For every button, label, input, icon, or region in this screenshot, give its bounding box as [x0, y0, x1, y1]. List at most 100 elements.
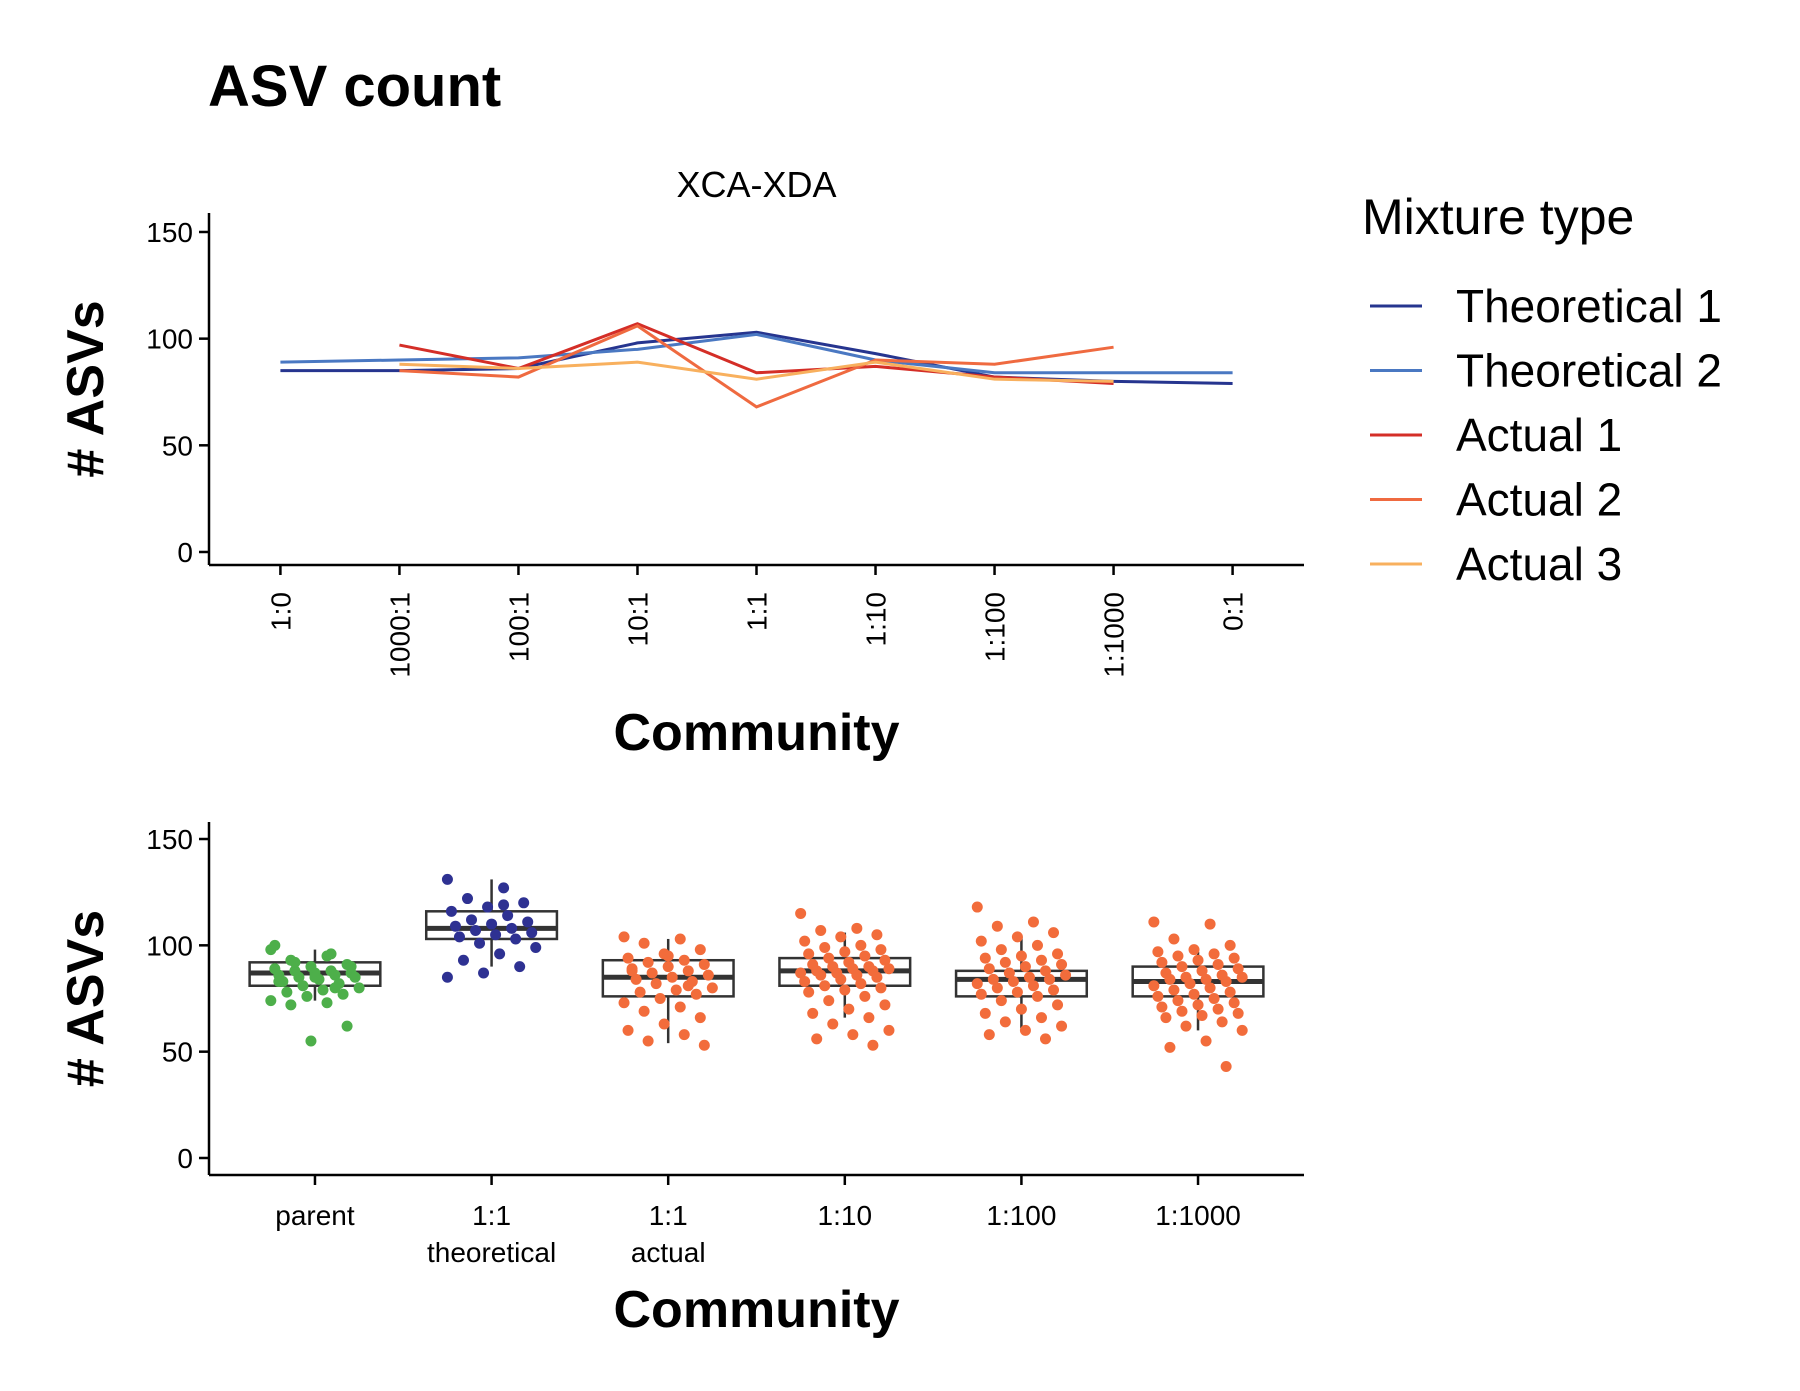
- jitter-point: [622, 1024, 634, 1036]
- jitter-point: [1172, 995, 1184, 1007]
- y-tick-label: 0: [177, 537, 193, 568]
- jitter-point: [658, 1018, 670, 1030]
- jitter-point: [1192, 954, 1204, 966]
- jitter-point: [1228, 997, 1240, 1009]
- jitter-point: [815, 969, 827, 981]
- jitter-point: [490, 929, 502, 941]
- jitter-point: [441, 873, 453, 885]
- jitter-point: [1027, 980, 1039, 992]
- jitter-point: [1200, 973, 1212, 985]
- jitter-point: [875, 944, 887, 956]
- jitter-point: [642, 1035, 654, 1047]
- jitter-point: [682, 980, 694, 992]
- jitter-point: [1168, 933, 1180, 945]
- jitter-point: [674, 1001, 686, 1013]
- jitter-point: [1056, 1020, 1068, 1032]
- x-tick-label: 1000:1: [384, 592, 415, 678]
- jitter-point: [971, 978, 983, 990]
- jitter-point: [449, 920, 461, 932]
- jitter-point: [843, 1003, 855, 1015]
- x-tick-label: 1:1: [649, 1200, 688, 1231]
- jitter-point: [875, 982, 887, 994]
- jitter-point: [1060, 969, 1072, 981]
- jitter-point: [1007, 975, 1019, 987]
- x-tick-label: 1:100: [980, 592, 1011, 662]
- legend-label: Theoretical 2: [1456, 345, 1722, 397]
- jitter-point: [265, 995, 277, 1007]
- jitter-point: [1148, 916, 1160, 928]
- jitter-point: [1027, 916, 1039, 928]
- jitter-point: [341, 1020, 353, 1032]
- jitter-point: [666, 971, 678, 983]
- jitter-point: [799, 975, 811, 987]
- jitter-point: [999, 1016, 1011, 1028]
- jitter-point: [1200, 1035, 1212, 1047]
- jitter-point: [1224, 939, 1236, 951]
- figure-title: ASV count: [208, 54, 501, 119]
- jitter-point: [1220, 975, 1232, 987]
- jitter-point: [486, 918, 498, 930]
- jitter-point: [995, 995, 1007, 1007]
- jitter-point: [803, 948, 815, 960]
- jitter-point: [321, 997, 333, 1009]
- jitter-point: [698, 958, 710, 970]
- series-line: [399, 360, 1114, 383]
- jitter-point: [847, 1029, 859, 1041]
- jitter-point: [1156, 1001, 1168, 1013]
- x-tick-label: 1:1: [472, 1200, 511, 1231]
- jitter-point: [871, 929, 883, 941]
- jitter-point: [803, 986, 815, 998]
- jitter-point: [975, 935, 987, 947]
- jitter-point: [1228, 952, 1240, 964]
- jitter-point: [1184, 978, 1196, 990]
- jitter-point: [502, 910, 514, 922]
- jitter-point: [855, 978, 867, 990]
- jitter-point: [510, 933, 522, 945]
- jitter-point: [498, 882, 510, 894]
- jitter-point: [1011, 931, 1023, 943]
- jitter-point: [461, 893, 473, 905]
- jitter-point: [305, 1035, 317, 1047]
- x-axis-title: Community: [614, 1281, 900, 1339]
- x-tick-label: 1:1: [742, 592, 773, 631]
- y-tick-label: 50: [162, 1037, 193, 1068]
- jitter-point: [453, 931, 465, 943]
- y-tick-label: 100: [146, 930, 193, 961]
- jitter-point: [1204, 982, 1216, 994]
- jitter-point: [1052, 948, 1064, 960]
- jitter-point: [285, 999, 297, 1011]
- jitter-point: [799, 935, 811, 947]
- y-tick-label: 0: [177, 1143, 193, 1174]
- jitter-point: [694, 944, 706, 956]
- jitter-point: [337, 988, 349, 1000]
- jitter-point: [694, 1012, 706, 1024]
- jitter-point: [867, 1039, 879, 1051]
- jitter-point: [827, 1018, 839, 1030]
- jitter-point: [482, 901, 494, 913]
- jitter-point: [654, 993, 666, 1004]
- jitter-point: [618, 997, 630, 1009]
- jitter-point: [1148, 980, 1160, 992]
- jitter-point: [819, 941, 831, 953]
- jitter-point: [1172, 950, 1184, 962]
- jitter-point: [273, 975, 285, 987]
- jitter-point: [1196, 1010, 1208, 1022]
- x-tick-label: parent: [275, 1200, 355, 1231]
- jitter-point: [991, 982, 1003, 994]
- x-axis-title: Community: [614, 704, 900, 762]
- jitter-point: [879, 954, 891, 966]
- jitter-point: [309, 971, 321, 983]
- jitter-point: [518, 897, 530, 909]
- x-tick-label: theoretical: [427, 1237, 556, 1268]
- jitter-point: [329, 982, 341, 994]
- jitter-point: [999, 956, 1011, 968]
- legend-label: Actual 1: [1456, 409, 1622, 461]
- jitter-point: [1056, 958, 1068, 970]
- jitter-point: [638, 937, 650, 949]
- jitter-point: [297, 980, 309, 992]
- jitter-point: [670, 984, 682, 996]
- x-tick-label: actual: [631, 1237, 706, 1268]
- jitter-point: [1208, 948, 1220, 960]
- jitter-point: [1035, 954, 1047, 966]
